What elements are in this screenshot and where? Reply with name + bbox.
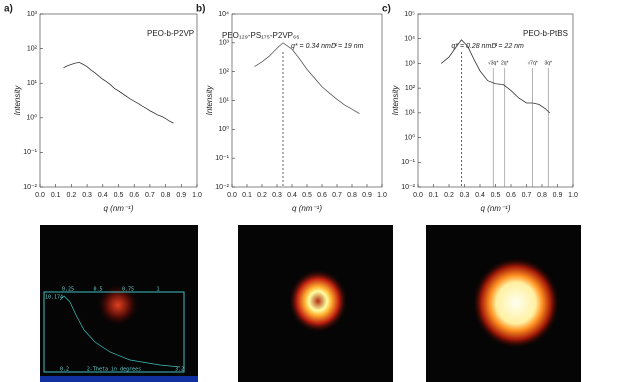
peak-label: 3q* [544, 60, 552, 66]
peak-label: √7q* [528, 59, 538, 66]
panel-label: a) [4, 4, 13, 15]
x-tick-label: 1.0 [192, 192, 202, 199]
panel-label: b) [196, 4, 205, 15]
x-tick-label: 0.7 [332, 192, 342, 199]
inset-tick: 0.5 [93, 287, 102, 293]
x-tick-label: 0.9 [362, 192, 372, 199]
y-tick-label: 10⁰ [404, 133, 415, 141]
x-tick-label: 0.1 [51, 192, 61, 199]
y-tick-label: 10² [219, 69, 230, 76]
data-line [63, 61, 174, 124]
x-axis-label: q (nm⁻¹) [292, 204, 322, 213]
y-tick-label: 10¹ [27, 80, 38, 87]
x-tick-label: 1.0 [568, 192, 578, 199]
saxs-image-c [426, 225, 581, 382]
data-line [254, 42, 360, 114]
x-tick-label: 0.6 [129, 192, 139, 199]
y-tick-label: 10⁴ [218, 11, 229, 18]
y-tick-label: 10⁻¹ [215, 155, 229, 162]
x-tick-label: 0.3 [272, 192, 282, 199]
y-tick-label: 10⁰ [26, 114, 37, 122]
x-tick-label: 0.9 [176, 192, 186, 199]
annotation: D = 19 nm [331, 43, 364, 50]
y-tick-label: 10¹ [219, 97, 230, 104]
y-tick-label: 10³ [405, 60, 416, 67]
x-tick-label: 0.6 [506, 192, 516, 199]
chart-title: PEO-b-P2VP [147, 29, 194, 38]
y-tick-label: 10² [27, 45, 38, 52]
inset-tick: 1 [156, 287, 159, 293]
saxs-image-b [238, 225, 393, 382]
x-tick-label: 0.8 [161, 192, 171, 199]
x-tick-label: 0.3 [460, 192, 470, 199]
y-tick-label: 10³ [27, 11, 38, 18]
x-tick-label: 0.9 [553, 192, 563, 199]
y-tick-label: 10⁴ [404, 36, 415, 43]
annotation: q* = 0.34 nm⁻¹ [291, 43, 338, 50]
inset-left: 0.2 [60, 367, 69, 373]
x-tick-label: 0.8 [347, 192, 357, 199]
y-tick-label: 10¹ [405, 110, 416, 117]
y-tick-label: 10⁻² [215, 184, 229, 191]
x-tick-label: 0.2 [257, 192, 267, 199]
x-tick-label: 0.4 [475, 192, 485, 199]
x-tick-label: 0.6 [317, 192, 327, 199]
inset-tick: 0.75 [122, 287, 134, 293]
x-tick-label: 0.0 [227, 192, 237, 199]
x-tick-label: 0.1 [429, 192, 439, 199]
x-tick-label: 0.4 [98, 192, 108, 199]
x-tick-label: 0.2 [67, 192, 77, 199]
inset-corner: 10.174 [45, 295, 63, 301]
x-tick-label: 0.8 [537, 192, 547, 199]
panel-label: c) [382, 4, 391, 15]
peak-label: 2q* [501, 60, 509, 66]
x-tick-label: 0.7 [145, 192, 155, 199]
inset-right: 3.2 [175, 367, 184, 373]
plot-frame [39, 13, 198, 188]
chart-title: PEO₁₂₉-PS₁₇₅-P2VP₆₆ [222, 31, 299, 40]
x-tick-label: 0.7 [522, 192, 532, 199]
x-tick-label: 0.1 [242, 192, 252, 199]
x-axis-label: q (nm⁻¹) [481, 204, 511, 213]
x-tick-label: 0.5 [302, 192, 312, 199]
y-axis-label: Intensity [391, 85, 400, 116]
data-line [440, 39, 551, 114]
x-axis-label: q (nm⁻¹) [104, 204, 134, 213]
x-tick-label: 0.5 [491, 192, 501, 199]
x-tick-label: 0.5 [114, 192, 124, 199]
x-tick-label: 0.3 [82, 192, 92, 199]
inset-x-label: 2-Theta in degrees [87, 367, 141, 373]
y-tick-label: 10² [405, 85, 416, 92]
y-tick-label: 10⁻¹ [23, 149, 37, 156]
y-tick-label: 10⁻² [401, 184, 415, 191]
y-axis-label: Intensity [13, 85, 22, 116]
y-tick-label: 10⁵ [404, 11, 415, 18]
x-tick-label: 0.0 [413, 192, 423, 199]
x-tick-label: 1.0 [377, 192, 387, 199]
y-tick-label: 10⁻¹ [401, 159, 415, 166]
x-tick-label: 0.2 [444, 192, 454, 199]
annotation: q* = 0.28 nm⁻¹ [451, 43, 498, 50]
inset-plot: 0.25 0.5 0.75 1 10.174 0.2 2-Theta in de… [43, 287, 185, 373]
saxs-image-a: 0.25 0.5 0.75 1 10.174 0.2 2-Theta in de… [40, 225, 198, 382]
x-tick-label: 0.0 [35, 192, 45, 199]
peak-label: √3q* [488, 59, 498, 66]
y-axis-label: Intensity [205, 85, 214, 116]
y-tick-label: 10⁻² [23, 184, 37, 191]
y-tick-label: 10⁰ [218, 125, 229, 133]
plot-frame [417, 13, 574, 188]
x-tick-label: 0.4 [287, 192, 297, 199]
inset-tick: 0.25 [62, 287, 74, 293]
annotation: D = 22 nm [491, 43, 524, 50]
y-tick-label: 10³ [219, 40, 230, 47]
chart-title: PEO-b-PtBS [523, 29, 568, 38]
